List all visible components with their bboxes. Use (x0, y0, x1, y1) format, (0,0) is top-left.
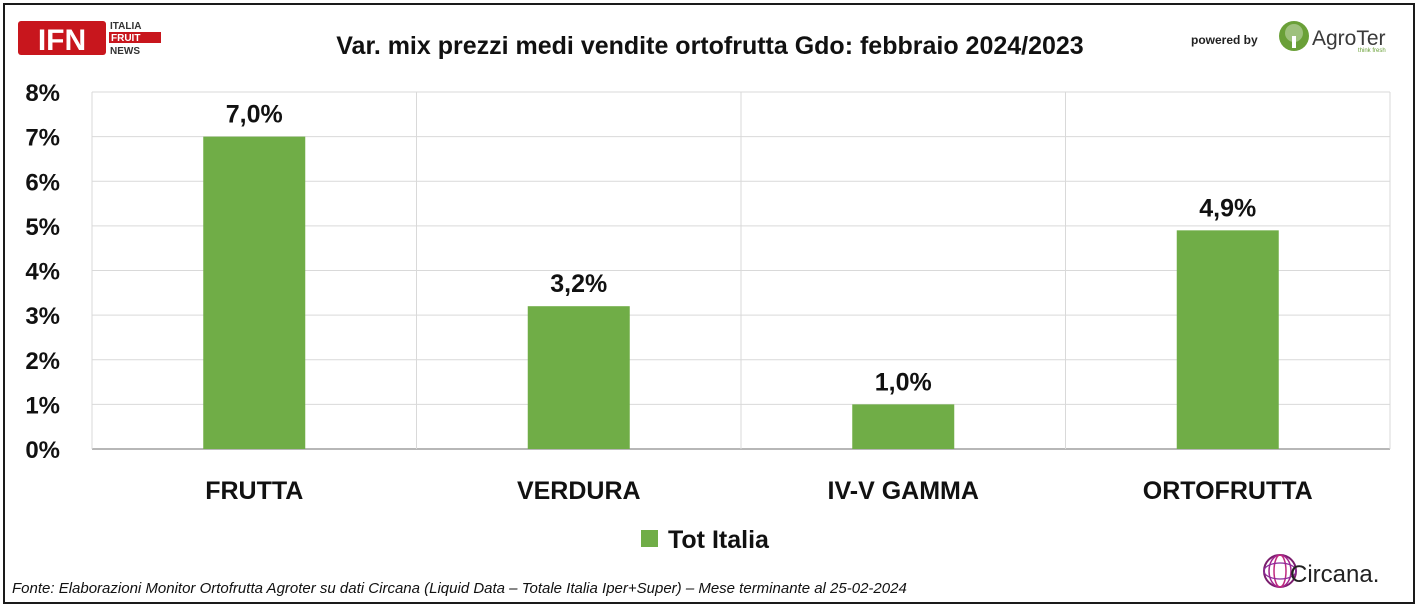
data-label: 3,2% (550, 270, 607, 298)
y-axis-ticks: 0% 1% 2% 3% 4% 5% 6% 7% 8% (25, 80, 60, 464)
category-label: IV-V GAMMA (828, 477, 979, 505)
bar-frutta (203, 136, 306, 449)
bar-iv-v-gamma (852, 404, 955, 449)
legend: Tot Italia (641, 526, 770, 554)
y-tick-label: 2% (25, 348, 60, 375)
category-label: ORTOFRUTTA (1143, 477, 1313, 505)
legend-label: Tot Italia (668, 526, 770, 554)
source-note: Fonte: Elaborazioni Monitor Ortofrutta A… (12, 580, 907, 597)
ifn-logo-line3: NEWS (110, 46, 140, 57)
data-labels: 7,0% 3,2% 1,0% 4,9% (226, 101, 1256, 397)
data-label: 1,0% (875, 368, 932, 396)
data-label: 4,9% (1199, 194, 1256, 222)
bars (203, 136, 1279, 449)
ifn-logo-line2: FRUIT (111, 33, 140, 44)
bar-ortofrutta (1176, 230, 1279, 449)
y-tick-label: 3% (25, 303, 60, 330)
y-tick-label: 1% (25, 392, 60, 419)
chart-title: Var. mix prezzi medi vendite ortofrutta … (336, 32, 1083, 60)
circana-logo: Circana. (1263, 554, 1379, 588)
grid-lines (91, 91, 1391, 450)
y-tick-label: 7% (25, 125, 60, 152)
bar-verdura (527, 306, 630, 449)
circana-name: Circana. (1290, 561, 1379, 588)
ifn-logo-letters: IFN (38, 24, 86, 57)
data-label: 7,0% (226, 101, 283, 129)
agroter-logo: AgroTer think fresh (1279, 21, 1386, 54)
ifn-logo-stripe (109, 32, 161, 43)
powered-by-label: powered by (1191, 33, 1258, 47)
category-label: FRUTTA (205, 477, 303, 505)
y-tick-label: 4% (25, 259, 60, 286)
circana-mark-icon (1263, 554, 1297, 588)
ifn-logo-badge (18, 21, 106, 55)
y-tick-label: 5% (25, 214, 60, 241)
x-axis-categories: FRUTTA VERDURA IV-V GAMMA ORTOFRUTTA (205, 477, 1313, 505)
y-tick-label: 6% (25, 169, 60, 196)
legend-swatch (641, 530, 658, 547)
tree-icon (1279, 21, 1309, 51)
ifn-logo-line1: ITALIA (110, 21, 141, 32)
y-tick-label: 0% (25, 437, 60, 464)
y-tick-label: 8% (25, 80, 60, 107)
agroter-name: AgroTer (1312, 27, 1386, 50)
ifn-logo: IFN ITALIA FRUIT NEWS (18, 21, 161, 57)
agroter-tagline: think fresh (1358, 48, 1386, 54)
category-label: VERDURA (517, 477, 641, 505)
